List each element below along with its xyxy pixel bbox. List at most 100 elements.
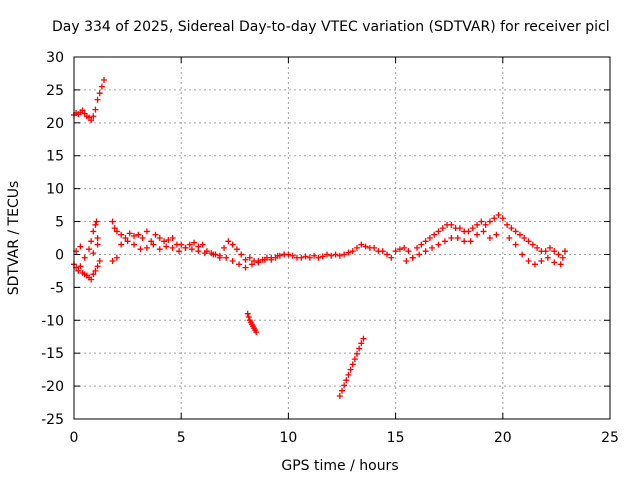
y-tick-label: -5: [50, 280, 64, 296]
data-point: [229, 258, 236, 265]
data-point: [268, 254, 275, 261]
data-point: [96, 258, 103, 265]
data-point: [351, 356, 358, 363]
data-point: [542, 248, 549, 255]
data-point: [422, 238, 429, 245]
data-point: [156, 246, 163, 253]
data-point: [388, 254, 395, 261]
data-point: [75, 267, 82, 274]
data-point: [169, 235, 176, 241]
data-point: [343, 377, 350, 384]
data-point: [478, 218, 485, 225]
x-tick-label: 0: [70, 430, 79, 446]
data-point: [169, 244, 176, 251]
data-point: [349, 248, 356, 255]
data-point: [349, 361, 356, 368]
data-point: [435, 228, 442, 235]
data-point: [143, 244, 150, 251]
data-point: [122, 235, 129, 241]
data-marks: [71, 77, 568, 399]
data-point: [429, 244, 436, 251]
data-point: [525, 238, 532, 245]
data-point: [96, 90, 103, 97]
data-point: [493, 231, 500, 238]
data-point: [94, 96, 101, 103]
y-tick-label: 25: [46, 83, 64, 99]
data-point: [81, 254, 88, 261]
data-point: [203, 248, 210, 255]
data-point: [255, 258, 262, 265]
data-point: [354, 244, 361, 251]
data-point: [182, 244, 189, 251]
data-point: [448, 221, 455, 228]
data-point: [113, 228, 120, 235]
data-point: [534, 244, 541, 251]
data-point: [525, 258, 532, 265]
x-tick-label: 20: [494, 430, 512, 446]
data-point: [435, 241, 442, 248]
data-point: [409, 254, 416, 261]
data-point: [143, 228, 150, 235]
y-tick-label: -25: [41, 412, 64, 428]
data-point: [319, 253, 326, 260]
data-point: [467, 238, 474, 245]
data-point: [354, 350, 361, 357]
data-point: [328, 252, 335, 259]
data-point: [529, 241, 536, 248]
data-point: [92, 221, 99, 228]
data-point: [131, 241, 138, 248]
data-point: [109, 258, 116, 265]
data-point: [474, 231, 481, 238]
data-point: [311, 252, 318, 259]
axis-ticks: [73, 56, 611, 420]
data-point: [315, 254, 322, 261]
data-point: [480, 228, 487, 235]
data-point: [216, 252, 223, 259]
data-point: [379, 248, 386, 255]
data-point: [341, 382, 348, 389]
data-point: [298, 254, 305, 261]
data-point: [347, 366, 354, 373]
data-point: [93, 218, 100, 225]
data-point: [531, 261, 538, 268]
data-point: [465, 228, 472, 235]
data-point: [555, 251, 562, 258]
x-tick-label: 10: [279, 430, 297, 446]
y-tick-label: 10: [46, 182, 64, 198]
data-point: [236, 261, 243, 268]
data-point: [486, 235, 493, 241]
data-point: [131, 233, 138, 240]
x-tick-label: 5: [177, 430, 186, 446]
data-point: [163, 243, 170, 250]
x-tick-labels: 0 5 10 15 20 25: [70, 430, 619, 446]
data-point: [341, 251, 348, 258]
data-point: [499, 215, 506, 222]
data-point: [362, 243, 369, 250]
data-point: [345, 249, 352, 256]
data-point: [384, 251, 391, 258]
data-point: [186, 241, 193, 248]
data-point: [336, 252, 343, 259]
y-tick-label: 30: [46, 50, 64, 66]
x-axis-label: GPS time / hours: [281, 458, 398, 474]
data-point: [448, 235, 455, 241]
data-point: [512, 241, 519, 248]
data-point: [441, 238, 448, 245]
data-point: [88, 238, 95, 245]
data-point: [401, 244, 408, 251]
data-point: [195, 248, 202, 255]
y-tick-label: -15: [41, 346, 64, 362]
data-point: [559, 254, 566, 261]
data-point: [90, 271, 97, 278]
data-point: [221, 244, 228, 251]
data-point: [233, 246, 240, 253]
data-point: [261, 256, 268, 263]
data-point: [356, 345, 363, 352]
data-point: [495, 211, 502, 218]
data-point: [188, 246, 195, 253]
data-point: [90, 228, 97, 235]
data-point: [551, 248, 558, 255]
data-point: [90, 250, 97, 257]
data-point: [332, 251, 339, 258]
